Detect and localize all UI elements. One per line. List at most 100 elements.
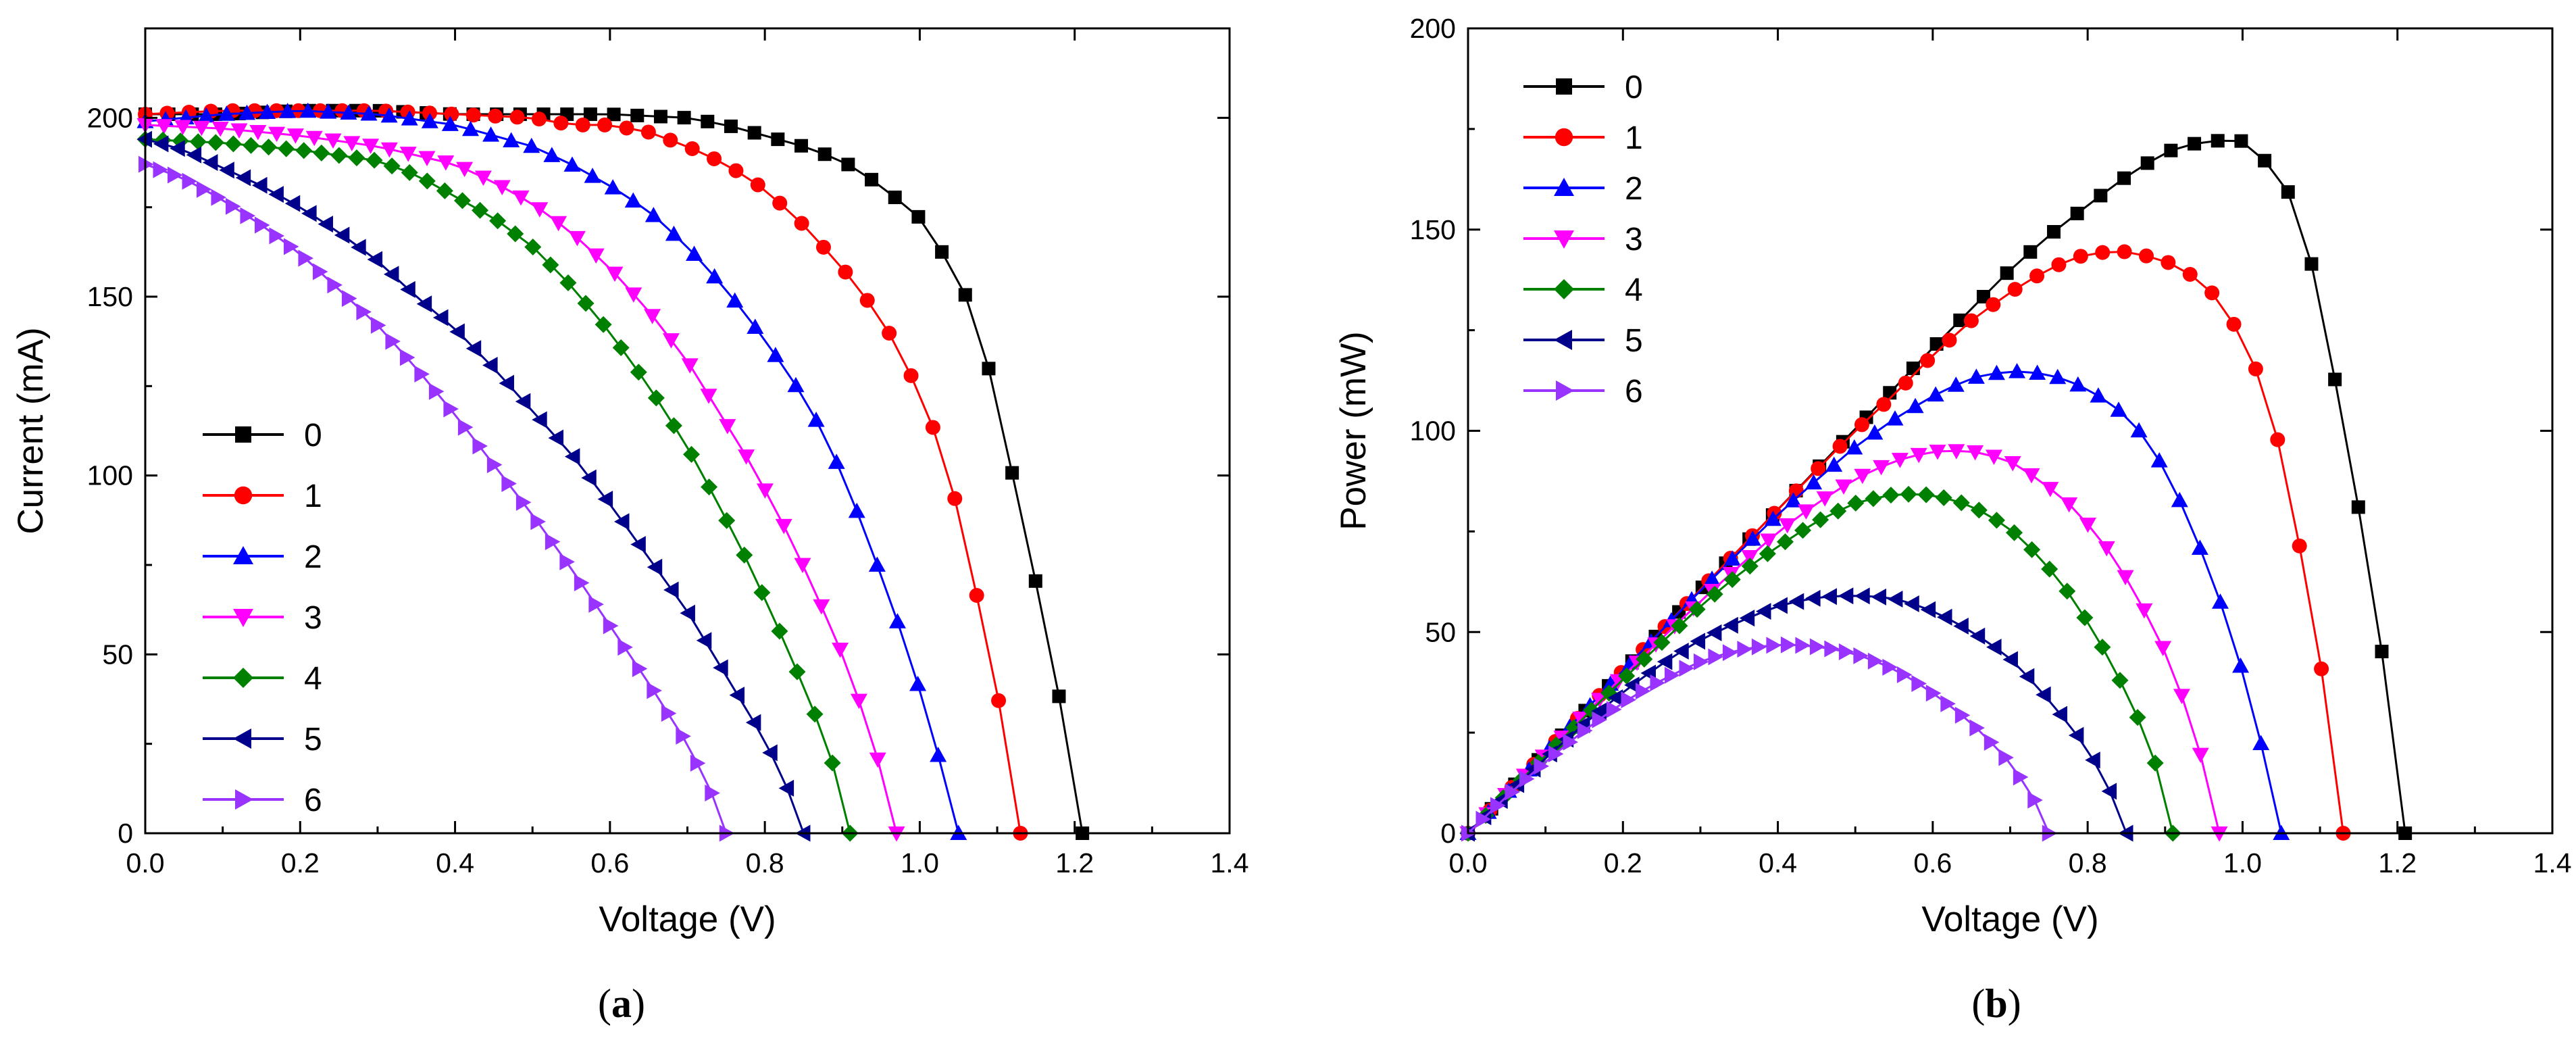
data-point (728, 163, 744, 178)
data-point (202, 154, 218, 171)
data-point (2117, 171, 2131, 185)
data-point (193, 120, 210, 137)
x-tick-label: 0.8 (2069, 847, 2107, 879)
data-point (1824, 640, 1840, 658)
data-point (584, 168, 601, 183)
data-point (647, 558, 663, 576)
data-point (832, 643, 849, 658)
data-point (1737, 641, 1752, 658)
data-point (588, 595, 604, 613)
data-point (2252, 735, 2270, 751)
data-point (553, 116, 569, 131)
x-tick-label: 1.2 (1055, 847, 1094, 879)
data-point (1838, 587, 1854, 605)
data-point (399, 349, 415, 366)
data-point (2117, 244, 2132, 260)
data-point (1976, 290, 1990, 304)
data-point (1871, 588, 1887, 606)
data-point (2023, 541, 2041, 558)
data-point (850, 693, 867, 710)
data-point (1548, 745, 1564, 763)
y-tick-label: 100 (87, 460, 133, 491)
data-point (1812, 511, 1829, 528)
data-point (644, 309, 661, 324)
data-point (1829, 502, 1847, 520)
data-point (1898, 375, 1913, 391)
data-point (1052, 689, 1066, 703)
data-point (1772, 597, 1788, 614)
data-point (1708, 648, 1723, 666)
legend-label-0: 0 (304, 418, 322, 453)
data-point (444, 106, 459, 122)
data-point (456, 162, 474, 178)
data-point (903, 368, 919, 383)
data-point (254, 216, 270, 234)
data-point (1635, 683, 1651, 700)
data-point (155, 119, 173, 134)
legend-label-0: 0 (1625, 70, 1643, 105)
data-point (2051, 257, 2067, 272)
data-point (958, 288, 972, 302)
data-point (747, 318, 764, 334)
data-point (1505, 783, 1520, 801)
data-point (787, 376, 805, 393)
data-point (771, 132, 785, 147)
data-point (1776, 533, 1794, 551)
data-point (663, 132, 678, 148)
data-point (868, 556, 886, 572)
data-point (362, 139, 380, 154)
data-point (1854, 587, 1870, 605)
data-point (252, 176, 268, 194)
data-point (1838, 643, 1854, 660)
data-point (1805, 589, 1821, 607)
data-point (503, 132, 520, 147)
x-tick-label: 0.6 (590, 847, 629, 879)
data-point (1673, 643, 1689, 660)
data-point (701, 114, 715, 128)
data-point (1664, 666, 1680, 684)
data-point (1825, 456, 1843, 472)
data-point (775, 518, 792, 535)
data-point (1534, 758, 1549, 775)
y-tick-label: 50 (1425, 616, 1456, 647)
series-line-4 (1467, 493, 2174, 835)
data-point (1963, 313, 1979, 328)
data-point (1988, 512, 2005, 529)
data-point (930, 747, 947, 762)
data-point (1865, 490, 1882, 508)
data-point (2136, 603, 2153, 619)
series-2 (136, 102, 967, 840)
data-point (701, 478, 718, 496)
data-point (2150, 452, 2168, 468)
data-point (299, 102, 317, 118)
data-point (1607, 689, 1623, 706)
data-point (859, 293, 875, 308)
data-point (794, 558, 811, 574)
x-axis-title: Voltage (V) (1921, 899, 2098, 939)
data-point (1706, 585, 1723, 603)
data-point (298, 249, 313, 267)
data-point (788, 663, 806, 681)
data-point (457, 418, 474, 436)
data-point (489, 212, 507, 230)
chart-b: 0.0 0.2 0.4 0.6 0.8 1.0 1.2 1.4050100150200Volt… (1334, 13, 2572, 1026)
data-point (2004, 455, 2021, 472)
data-point (1970, 501, 1988, 519)
data-point (935, 245, 949, 259)
legend-marker-6 (1556, 380, 1574, 401)
data-point (1853, 647, 1869, 664)
data-point (2117, 570, 2134, 586)
data-point (690, 754, 706, 772)
data-point (815, 239, 831, 255)
data-point (806, 706, 824, 723)
data-point (1854, 468, 1871, 485)
data-point (606, 266, 624, 282)
data-point (559, 553, 575, 570)
data-point (383, 157, 401, 175)
data-point (365, 151, 383, 169)
data-point (1998, 749, 2014, 766)
data-point (2192, 747, 2209, 764)
data-point (2375, 645, 2389, 659)
data-point (2270, 432, 2285, 447)
data-point (2154, 641, 2172, 656)
